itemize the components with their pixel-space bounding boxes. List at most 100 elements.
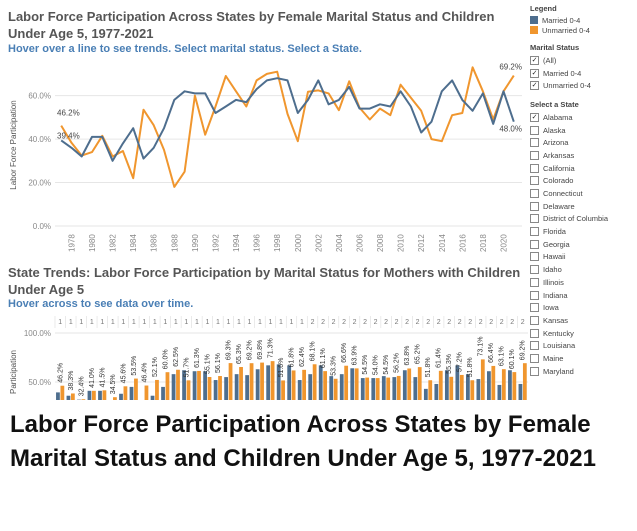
checkbox[interactable] [530,138,539,148]
legend-item-married[interactable]: Married 0-4 [530,15,634,25]
state-option-label: Arizona [543,138,569,148]
state-option[interactable]: Maryland [530,365,634,378]
unmarried-bar [407,368,412,430]
bar-chart-hint: Hover across to see data over time. [8,298,194,310]
state-option[interactable]: California [530,162,634,175]
bar-value-label: 69.2% [246,340,253,360]
bar-value-label: 73.1% [478,337,485,357]
count-label: 1 [111,319,115,326]
unmarried-bar [491,365,496,430]
checkbox[interactable] [530,227,539,237]
bar-value-label: 60.0% [162,349,169,369]
count-label: 1 [69,319,73,326]
checkbox[interactable] [530,328,539,338]
count-label: 2 [416,319,420,326]
unmarried-bar [176,369,180,430]
x-tick-label: 1984 [129,234,138,252]
checkbox[interactable]: ✓ [530,112,539,122]
bar-value-label: 46.2% [57,363,64,383]
state-option[interactable]: Kansas [530,314,634,327]
bar-value-label: 55.1% [204,354,211,374]
state-option[interactable]: Illinois [530,276,634,289]
state-option[interactable]: ✓ Alabama [530,111,634,124]
checkbox[interactable] [530,125,539,135]
checkbox[interactable] [530,214,539,224]
state-option[interactable]: Hawaii [530,251,634,264]
unmarried-bar [344,365,349,430]
state-option[interactable]: Florida [530,225,634,238]
count-label: 1 [132,319,136,326]
checkbox[interactable] [530,189,539,199]
state-option[interactable]: Arkansas [530,149,634,162]
state-option[interactable]: Louisiana [530,339,634,352]
checkbox[interactable] [530,277,539,287]
state-option[interactable]: Delaware [530,200,634,213]
checkbox[interactable] [530,366,539,376]
married-line [60,77,515,162]
count-label: 1 [300,319,304,326]
state-option[interactable]: Georgia [530,238,634,251]
checkbox[interactable] [530,353,539,363]
x-tick-label: 1998 [273,234,282,252]
checkbox[interactable] [530,252,539,262]
marital-status-option[interactable]: ✓ Married 0-4 [530,67,634,80]
count-label: 2 [342,319,346,326]
checkbox[interactable] [530,239,539,249]
y-tick-label: 100.0% [24,329,51,338]
state-option[interactable]: Alaska [530,124,634,137]
state-option[interactable]: Arizona [530,136,634,149]
checkbox[interactable]: ✓ [530,81,539,91]
state-option[interactable]: Iowa [530,301,634,314]
count-label: 1 [121,319,125,326]
bar-value-label: 66.6% [341,343,348,363]
married-bar [287,365,292,430]
bar-value-label: 57.2% [457,352,464,372]
checkbox[interactable] [530,163,539,173]
state-option[interactable]: Colorado [530,175,634,188]
checkbox[interactable] [530,303,539,313]
checkbox[interactable] [530,176,539,186]
checkbox[interactable] [530,201,539,211]
state-option[interactable]: Kentucky [530,327,634,340]
dashboard-hint: Hover over a line to see trends. Select … [8,43,362,55]
state-option[interactable]: District of Columbia [530,213,634,226]
bar-value-label: 51.8% [425,357,432,377]
marital-status-option[interactable]: ✓ Unmarried 0-4 [530,79,634,92]
bar-value-label: 46.4% [141,363,148,383]
count-label: 1 [269,319,273,326]
state-option-label: Illinois [543,277,564,287]
bar-value-label: 45.6% [120,363,127,383]
count-label: 2 [374,319,378,326]
bar-value-label: 53.5% [131,356,138,376]
checkbox[interactable] [530,265,539,275]
checkbox[interactable] [530,150,539,160]
count-label: 2 [353,319,357,326]
bar-chart-title: State Trends: Labor Force Participation … [8,265,521,297]
state-option-label: Florida [543,227,566,237]
checkbox[interactable] [530,341,539,351]
legend-header: Legend [530,4,557,13]
checkbox[interactable] [530,290,539,300]
y-tick-label: 20.0% [28,179,51,188]
count-label: 1 [174,319,178,326]
marital-status-option[interactable]: ✓ (All) [530,54,634,67]
checkbox[interactable]: ✓ [530,68,539,78]
caption-panel: Labor Force Participation Across States … [0,400,637,531]
state-option[interactable]: Indiana [530,289,634,302]
x-tick-label: 1992 [211,234,220,252]
count-label: 1 [195,319,199,326]
checkbox[interactable]: ✓ [530,55,539,65]
state-option[interactable]: Idaho [530,263,634,276]
state-option[interactable]: Connecticut [530,187,634,200]
state-option-label: Delaware [543,201,575,211]
legend-item-unmarried[interactable]: Unmarried 0-4 [530,25,634,35]
state-option-label: California [543,163,575,173]
count-label: 1 [90,319,94,326]
bar-value-label: 51.6% [278,358,285,378]
married-bar [276,364,281,430]
count-label: 1 [237,319,241,326]
checkbox[interactable] [530,315,539,325]
state-option[interactable]: Maine [530,352,634,365]
count-label: 1 [79,319,83,326]
bar-value-label: 66.4% [488,343,495,363]
